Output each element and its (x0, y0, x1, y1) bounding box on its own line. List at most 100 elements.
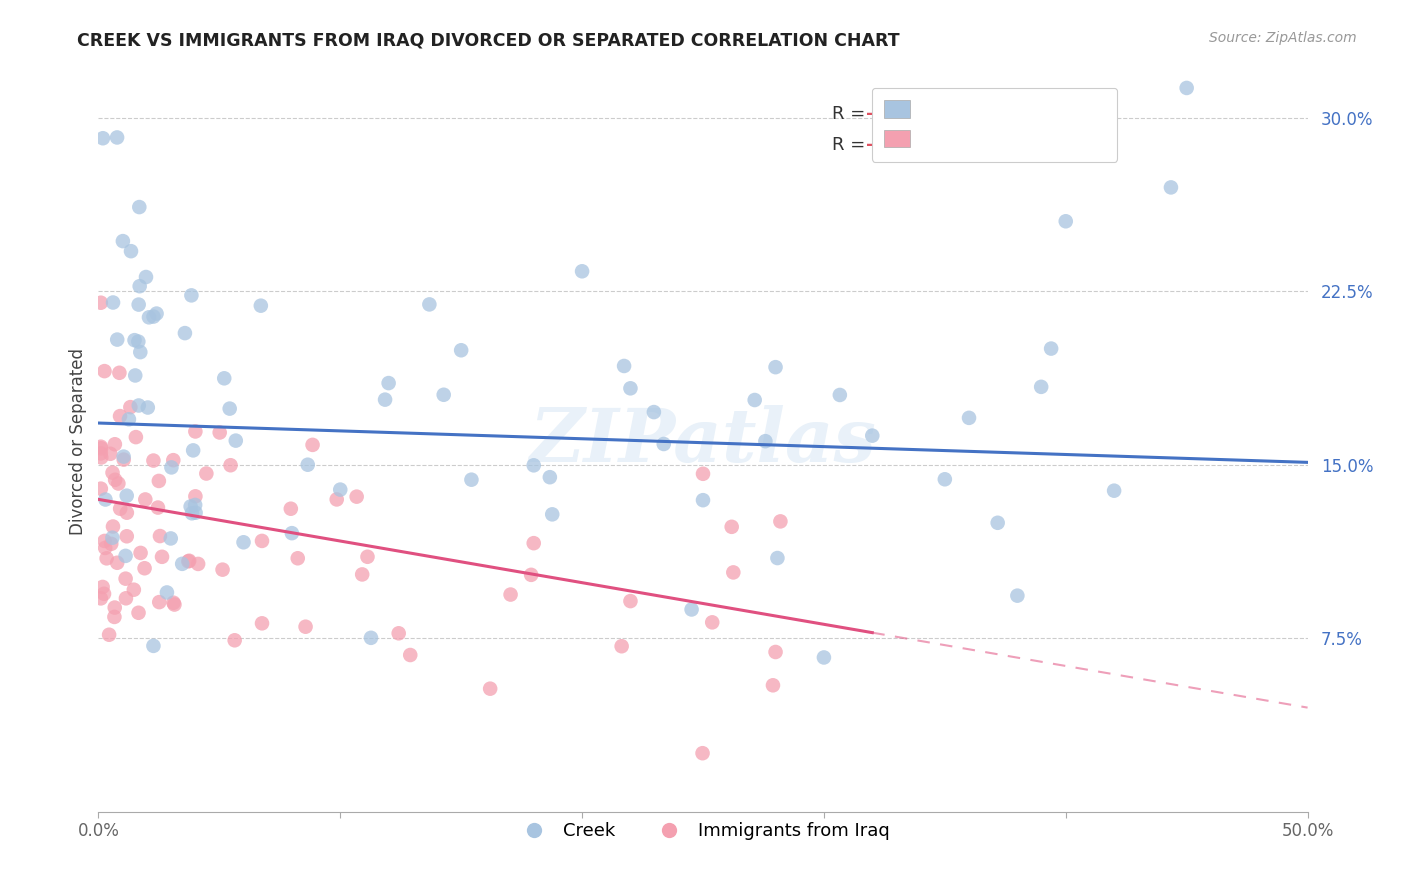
Point (163, 598, 186, 612)
Point (134, 492, 156, 507)
Point (692, 467, 714, 481)
Point (297, 458, 319, 472)
Point (129, 546, 152, 560)
Point (281, 526, 304, 541)
Point (120, 244, 142, 259)
Point (643, 405, 665, 419)
Point (105, 333, 128, 347)
Point (142, 310, 165, 324)
Point (250, 299, 273, 313)
Text: N =: N = (957, 136, 997, 154)
Point (744, 392, 766, 407)
Point (101, 519, 124, 533)
Point (1040, 342, 1063, 356)
Point (250, 616, 273, 631)
Point (377, 376, 399, 390)
Point (619, 594, 641, 608)
Point (692, 746, 714, 760)
Point (91, 580, 114, 594)
Point (1007, 589, 1029, 603)
Point (479, 681, 502, 696)
Point (111, 234, 134, 248)
Point (1102, 483, 1125, 498)
Point (765, 645, 787, 659)
Point (160, 460, 183, 475)
Point (180, 500, 202, 514)
Point (115, 529, 138, 543)
Point (124, 368, 146, 383)
Point (125, 430, 148, 444)
Point (460, 473, 482, 487)
Point (118, 412, 141, 426)
Point (114, 572, 136, 586)
Point (96, 551, 118, 566)
Point (301, 438, 323, 452)
Point (181, 443, 204, 458)
Point (224, 633, 246, 648)
Point (692, 493, 714, 508)
Point (218, 401, 240, 416)
Point (149, 529, 172, 543)
Point (115, 506, 138, 520)
Text: 79: 79 (984, 105, 1008, 123)
Point (90, 295, 112, 310)
Point (105, 556, 128, 570)
Text: N =: N = (957, 105, 997, 123)
Point (91, 131, 114, 145)
Point (104, 600, 127, 615)
Point (232, 535, 254, 549)
Point (120, 400, 142, 414)
Point (90, 482, 112, 496)
Point (280, 501, 302, 516)
Point (987, 516, 1010, 530)
Point (613, 359, 636, 373)
Point (108, 501, 131, 516)
Point (93, 533, 115, 548)
Point (142, 639, 165, 653)
Point (356, 549, 378, 564)
Point (159, 532, 181, 546)
Point (181, 506, 204, 520)
Point (122, 582, 145, 597)
Point (702, 615, 724, 630)
Point (93, 587, 115, 601)
Point (754, 434, 776, 449)
Point (652, 437, 675, 451)
Point (287, 551, 309, 566)
Point (720, 520, 742, 534)
Point (148, 595, 170, 609)
Point (115, 489, 138, 503)
Point (105, 130, 128, 145)
Point (108, 409, 131, 423)
Point (128, 297, 150, 311)
Point (94, 541, 117, 555)
Y-axis label: Divorced or Separated: Divorced or Separated (69, 348, 87, 535)
Point (128, 399, 150, 413)
Point (250, 533, 273, 548)
Point (146, 500, 169, 515)
Point (813, 650, 835, 665)
Text: 84: 84 (984, 136, 1008, 154)
Point (329, 483, 352, 497)
Point (523, 536, 546, 550)
Point (325, 492, 347, 507)
Point (399, 648, 422, 662)
Point (180, 288, 202, 302)
Point (90, 442, 112, 456)
Point (619, 381, 641, 395)
Point (101, 466, 124, 480)
Point (1175, 81, 1198, 95)
Point (90, 591, 112, 606)
Point (211, 563, 233, 577)
Point (142, 453, 165, 467)
Point (219, 458, 242, 473)
Point (104, 437, 127, 451)
Point (98, 447, 121, 461)
Point (156, 585, 179, 599)
Point (103, 610, 125, 624)
Text: ZIPatlas: ZIPatlas (530, 405, 876, 478)
Point (499, 588, 522, 602)
Point (1160, 180, 1182, 194)
Point (934, 472, 956, 486)
Point (127, 334, 149, 349)
